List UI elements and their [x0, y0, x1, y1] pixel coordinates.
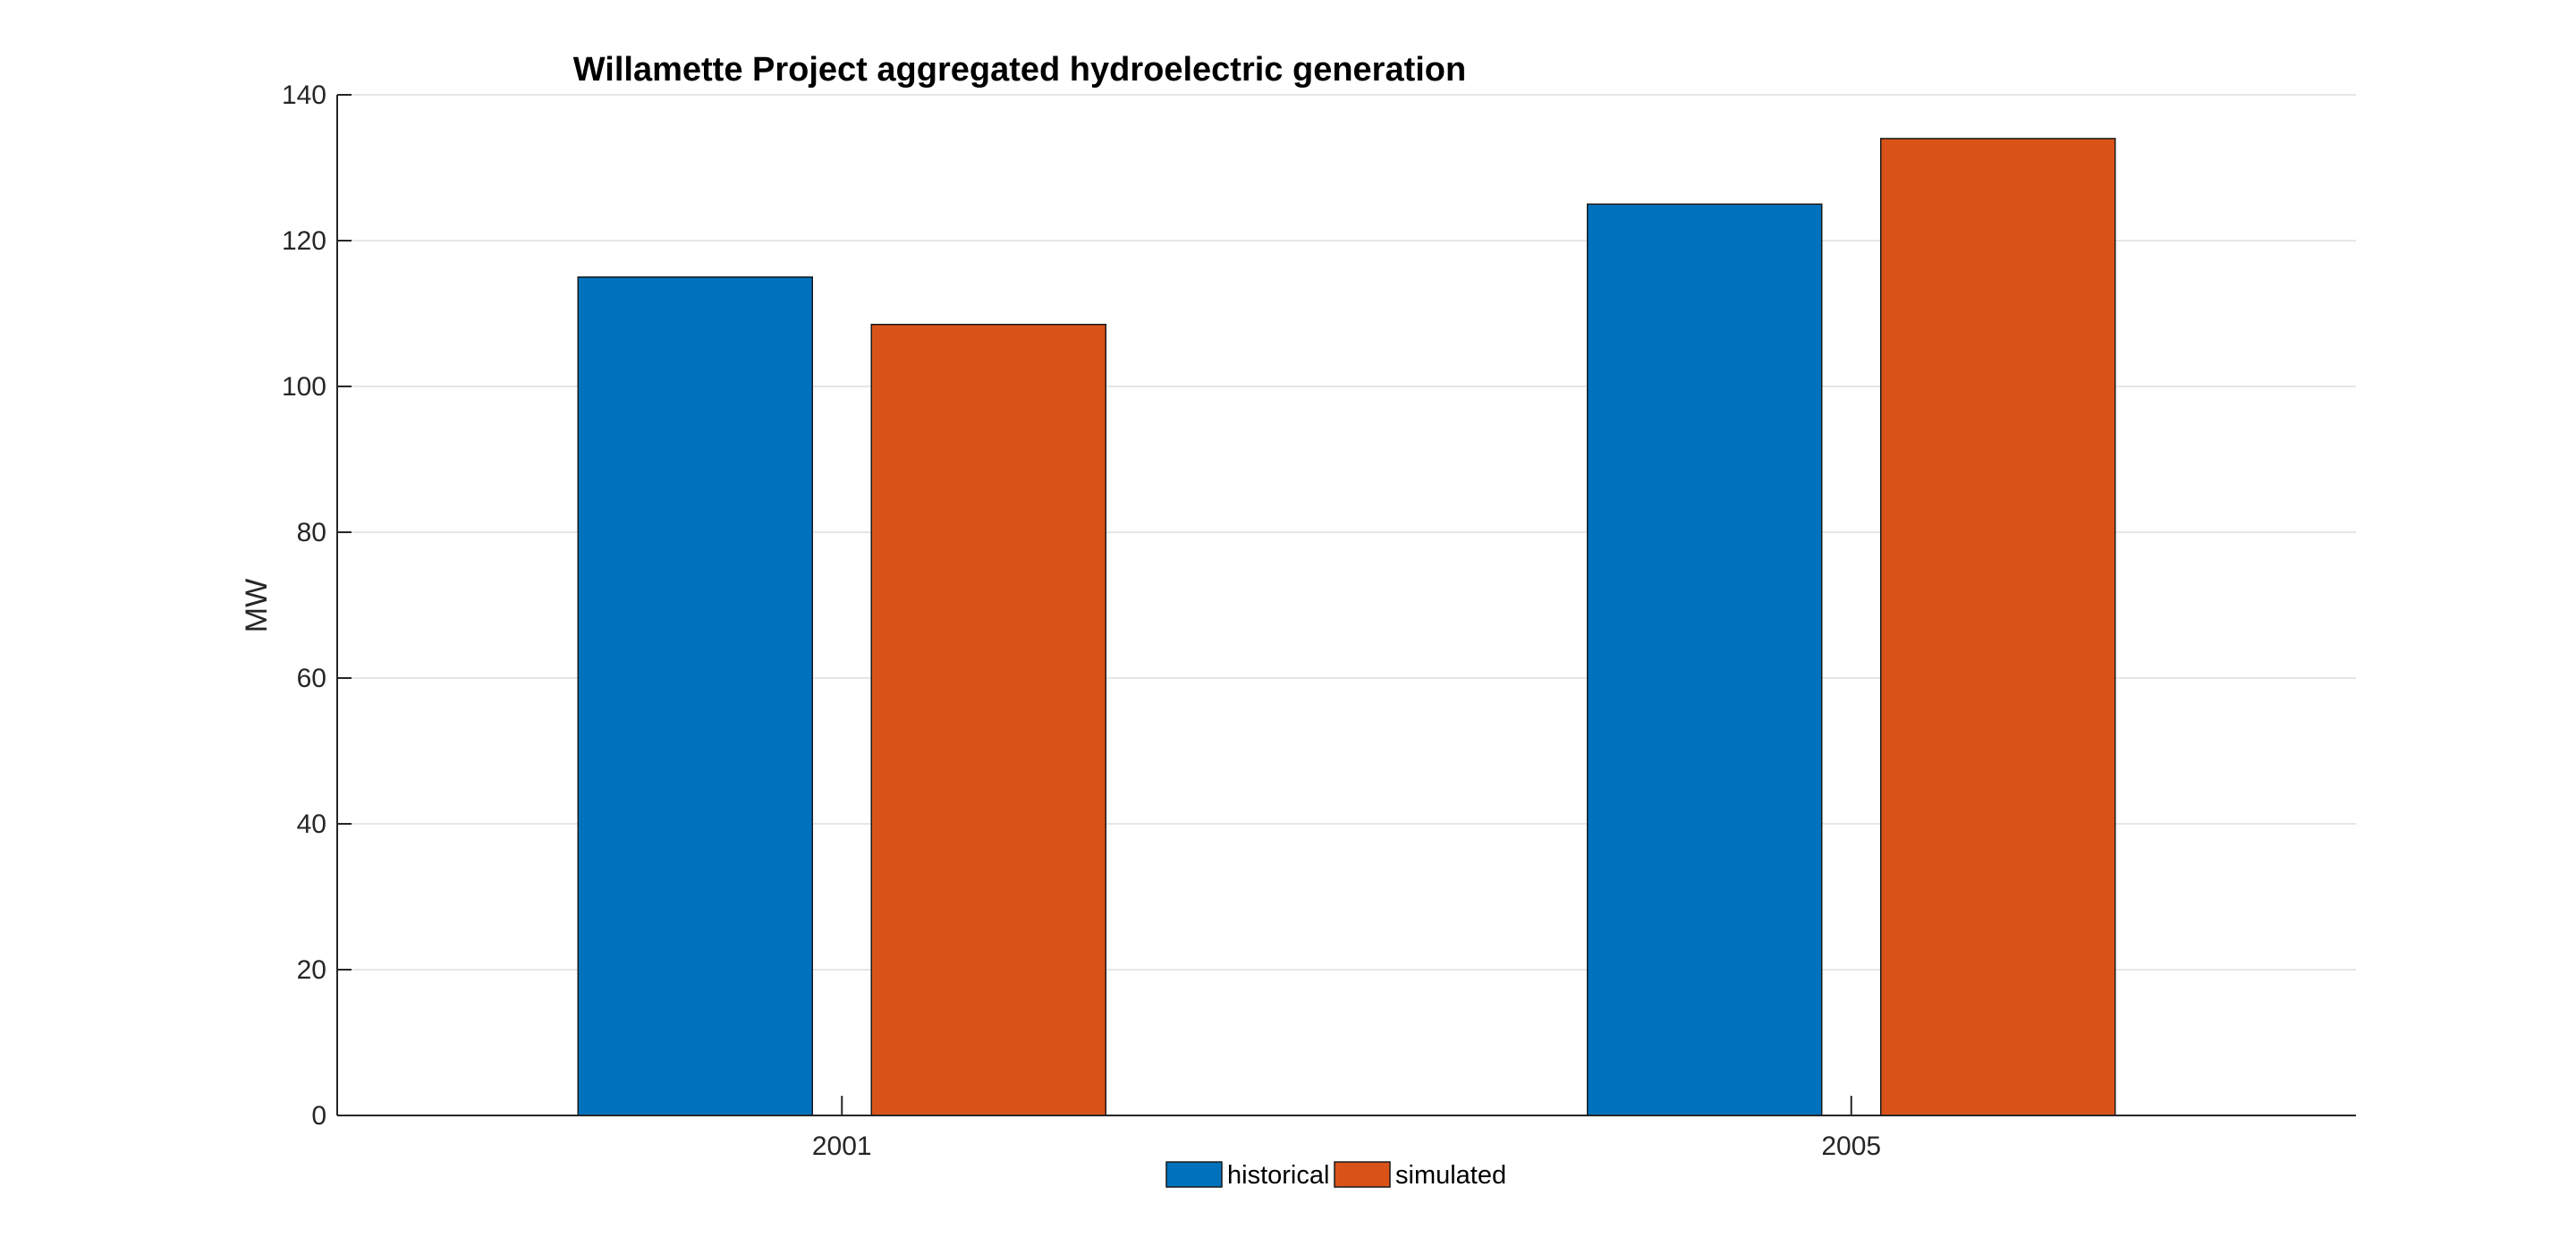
x-tick-label: 2005: [1821, 1132, 1881, 1161]
y-tick-label: 100: [282, 372, 326, 402]
bar-simulated-2005: [1880, 138, 2116, 1116]
legend-label-simulated: simulated: [1395, 1161, 1506, 1190]
legend-swatch-simulated: [1334, 1161, 1391, 1188]
y-axis-label: MW: [240, 579, 274, 632]
bar-historical-2001: [577, 276, 813, 1116]
y-tick-label: 40: [297, 810, 326, 839]
y-tick-label: 80: [297, 518, 326, 547]
y-tick-label: 20: [297, 955, 326, 985]
y-tick-label: 140: [282, 81, 326, 110]
y-tick-label: 0: [311, 1101, 326, 1131]
y-tick-label: 60: [297, 664, 326, 693]
chart-title: Willamette Project aggregated hydroelect…: [573, 51, 1466, 89]
bar-historical-2005: [1587, 203, 1823, 1116]
bars: [577, 138, 2116, 1116]
legend-label-historical: historical: [1227, 1161, 1329, 1190]
legend: historical simulated: [1165, 1161, 1506, 1190]
x-tick-label: 2001: [812, 1132, 872, 1161]
legend-swatch-historical: [1165, 1161, 1223, 1188]
bar-simulated-2001: [870, 323, 1106, 1116]
y-tick-label: 120: [282, 226, 326, 256]
axes: 0 20 40 60 80 100 120 140 2001 2005: [282, 81, 2356, 1161]
